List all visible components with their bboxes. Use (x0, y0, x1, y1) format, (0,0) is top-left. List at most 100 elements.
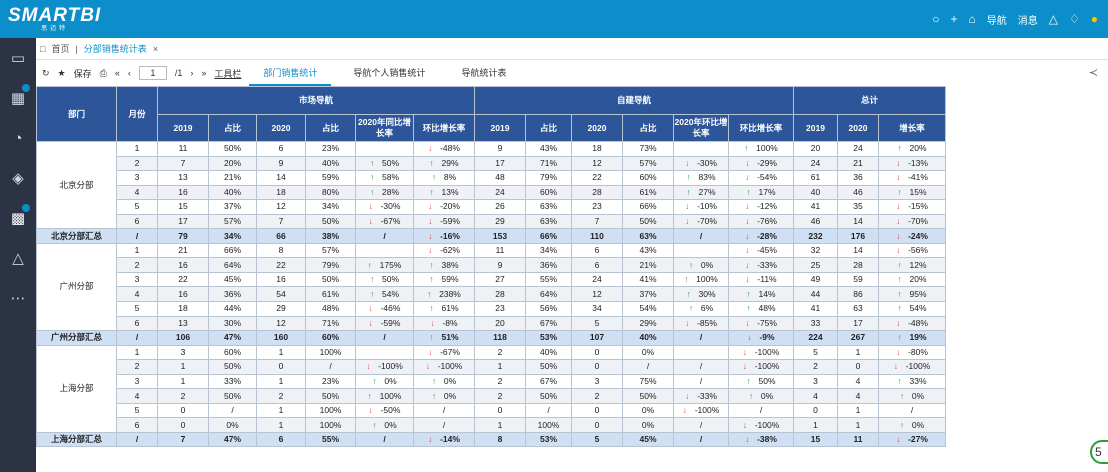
analysis-icon[interactable]: ◈ (12, 170, 24, 187)
bell-icon[interactable]: ♢ (1068, 12, 1080, 26)
table-cell: 50% (208, 141, 257, 157)
table-cell: 153 (474, 228, 526, 244)
table-cell: ↑ 30% (673, 286, 729, 303)
apps-icon[interactable]: ▦ (0, 78, 36, 118)
refresh-icon[interactable]: ↻ (42, 67, 50, 78)
arrow-up-icon: ↑ (688, 259, 694, 270)
message-link[interactable]: 消息 (1017, 15, 1038, 27)
monitor-icon[interactable]: ▭ (10, 50, 26, 67)
arrow-down-icon: ↓ (745, 157, 750, 168)
close-tab-icon[interactable]: × (152, 43, 159, 54)
report-icon[interactable]: ▩ (0, 198, 36, 238)
search-icon[interactable]: ○ (932, 12, 940, 26)
table-cell: 11 (157, 141, 209, 157)
tab-dept-sales[interactable]: 部门销售统计 (249, 60, 332, 86)
cell-value: -100% (694, 405, 720, 416)
arrow-down-icon: ↓ (428, 143, 433, 154)
arrow-down-icon: ↓ (745, 230, 750, 241)
share-icon[interactable]: ≺ (1088, 67, 1098, 79)
table-cell: 232 (793, 228, 838, 244)
table-cell: 2 (793, 359, 838, 375)
home-link[interactable]: 首页 (51, 44, 70, 54)
table-cell: 24 (837, 141, 879, 157)
table-cell: 43% (622, 242, 674, 259)
arrow-down-icon: ↓ (682, 405, 687, 416)
cell-value: -14% (440, 434, 460, 445)
table-cell: 0 (571, 359, 623, 375)
table-cell: 6 (256, 141, 306, 157)
tools-label[interactable]: 工具栏 (214, 68, 242, 79)
table-cell: 107 (571, 330, 623, 346)
dept-cell: 北京分部 (36, 140, 117, 230)
cell-value: -16% (440, 230, 460, 241)
table-cell: ↓ -41% (878, 170, 946, 186)
home-icon[interactable]: ⌂ (968, 12, 976, 26)
arrow-up-icon: ↑ (369, 274, 375, 285)
table-cell (673, 141, 729, 157)
tab-nav-stats[interactable]: 导航统计表 (461, 68, 507, 78)
table-cell (355, 344, 414, 361)
prev-page-icon[interactable]: ‹ (127, 68, 131, 78)
table-cell: 0 (571, 402, 623, 419)
summary-row: 北京分部汇总/79 34% 66 38% / ↓ -16% 153 66% 110 63% / ↓ -28… (36, 228, 946, 244)
first-page-icon[interactable]: « (114, 68, 120, 78)
save-button[interactable]: 保存 (73, 68, 92, 79)
arrow-up-icon: ↑ (429, 157, 434, 168)
cell-value: 0% (700, 259, 714, 270)
cell-value: -67% (380, 216, 401, 226)
table-cell: 24 (793, 155, 838, 172)
clock-icon[interactable]: ◔ (13, 129, 23, 147)
arrow-up-icon: ↑ (369, 186, 375, 197)
page-input[interactable]: 1 (138, 66, 167, 80)
arrow-down-icon: ↓ (742, 361, 747, 372)
arrow-down-icon: ↓ (428, 245, 433, 256)
table-cell: 50% (305, 271, 356, 288)
table-cell: 0% (622, 402, 674, 419)
table-cell: / (116, 431, 158, 448)
table-cell: ↓ -80% (878, 344, 946, 361)
table-cell: 12 (571, 286, 623, 303)
smartbi-logo[interactable]: SMARTBI 思迈特 (8, 6, 101, 32)
last-page-icon[interactable]: » (201, 68, 207, 78)
cell-value: 100% (756, 143, 778, 154)
table-cell: 0 (157, 402, 209, 419)
chart-icon[interactable]: △ (12, 250, 24, 267)
table-cell: ↑ 14% (728, 286, 794, 303)
table-cell: 40% (525, 344, 572, 361)
more-icon[interactable]: ⋯ (10, 290, 26, 307)
table-cell: 0% (208, 417, 257, 433)
table-cell: 0% (622, 344, 674, 361)
table-cell: ↑ 95% (878, 286, 946, 303)
header-col: 2019 (793, 114, 838, 142)
table-cell: ↓ -100% (728, 344, 794, 361)
avatar[interactable]: ● (1090, 12, 1098, 26)
add-icon[interactable]: + (950, 12, 958, 26)
next-page-icon[interactable]: › (190, 68, 194, 78)
table-cell: 5 (571, 431, 623, 448)
table-cell: 0% (622, 417, 674, 433)
nav-link[interactable]: 导航 (986, 15, 1007, 27)
star-icon[interactable]: ★ (57, 67, 66, 78)
table-cell: 2 (116, 257, 158, 273)
table-cell: 29% (622, 315, 674, 332)
arrow-up-icon: ↑ (899, 390, 905, 401)
cell-value: -85% (697, 317, 717, 328)
header-col: 占比 (208, 114, 257, 142)
cell-value: -9% (759, 332, 775, 343)
table-cell: 23 (571, 199, 623, 215)
table-cell: ↑ 20% (878, 271, 946, 288)
print-icon[interactable]: ⎙ (99, 67, 107, 78)
progress-ring[interactable]: 5 (1090, 440, 1108, 464)
lock-icon[interactable]: △ (1048, 12, 1058, 26)
separator: | (75, 43, 78, 54)
arrow-down-icon: ↓ (745, 201, 750, 212)
tab-report[interactable]: 分部销售统计表 (83, 44, 147, 54)
tab-personal-sales[interactable]: 导航个人销售统计 (353, 68, 426, 78)
arrow-up-icon: ↑ (429, 274, 434, 285)
table-cell: 36% (208, 286, 257, 303)
table-row: 5 0/1 100% ↓ -50%/0/0 0% ↓ -100%/0 1/ (37, 402, 946, 419)
table-cell: 9 (256, 155, 306, 172)
table-cell: 22 (157, 271, 209, 288)
table-cell: 35 (837, 199, 879, 215)
back-icon[interactable]: □ (40, 43, 46, 54)
